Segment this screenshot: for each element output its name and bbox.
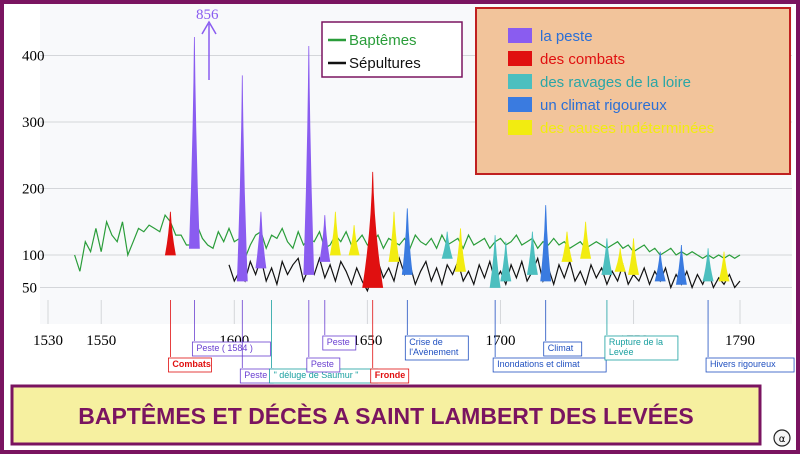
x-tick-label: 1530 <box>33 333 63 349</box>
annotation-label: Combats <box>172 359 211 369</box>
annotation-label: Climat <box>548 343 574 353</box>
event-spike-indetermine <box>614 248 626 272</box>
event-spike-climat <box>401 208 413 275</box>
event-spike-indetermine <box>580 221 592 259</box>
event-spikes <box>164 36 730 288</box>
annotation-box <box>404 335 469 361</box>
y-tick-label: 400 <box>22 49 45 65</box>
chart-title: BAPTÊMES ET DÉCÈS A SAINT LAMBERT DES LE… <box>78 402 694 429</box>
event-spike-combats <box>164 211 176 256</box>
annotation-box <box>604 335 679 361</box>
event-spike-indetermine <box>329 211 341 256</box>
event-spike-indetermine <box>628 238 639 275</box>
peak-arrow-head-icon <box>201 20 217 35</box>
series-legend: Baptêmes Sépultures <box>321 21 463 78</box>
cause-swatch-ravages <box>508 74 532 89</box>
annotation-box <box>191 341 271 357</box>
title-band: BAPTÊMES ET DÉCÈS A SAINT LAMBERT DES LE… <box>10 384 762 446</box>
logo-circle <box>773 429 791 447</box>
annotation-label: Inondations et climat <box>497 359 580 369</box>
legend-label-sep: Sépultures <box>349 55 421 72</box>
annotation-label: Peste <box>311 359 334 369</box>
y-tick-label: 50 <box>22 281 37 297</box>
event-spike-ravages <box>601 238 613 275</box>
x-tick-label: 1650 <box>352 333 382 349</box>
event-spike-combats <box>362 171 384 288</box>
event-spike-peste <box>255 211 267 269</box>
event-spike-ravages <box>526 231 538 275</box>
event-spike-indetermine <box>455 228 466 272</box>
annotation-label: Peste ( 1584 ) <box>196 343 253 353</box>
annotation-label: Fronde <box>375 370 406 380</box>
cause-swatch-indetermine <box>508 120 532 135</box>
annotation-box <box>705 357 795 373</box>
event-spike-indetermine <box>348 225 360 256</box>
event-spike-peste <box>303 45 315 275</box>
x-tick-label: 1700 <box>485 333 515 349</box>
event-spike-climat <box>675 244 687 285</box>
event-spike-climat <box>654 251 666 282</box>
y-tick-label: 200 <box>22 182 45 198</box>
y-tick-label: 100 <box>22 248 45 264</box>
legend-label-bapt: Baptêmes <box>349 32 417 49</box>
annotation-box <box>168 357 212 373</box>
annotation-label: Crise de <box>409 337 443 347</box>
event-spike-peste <box>236 75 248 282</box>
annotation-box <box>492 357 607 373</box>
x-tick-label: 1550 <box>86 333 116 349</box>
annotation-label: l'Avènement <box>409 347 459 357</box>
cause-label-indetermine: des causes indéterminées <box>540 120 714 137</box>
event-spike-ravages <box>489 235 501 288</box>
event-spike-peste <box>319 215 331 262</box>
event-spike-ravages <box>500 241 512 282</box>
cause-legend: la peste des combats des ravages de la loi… <box>475 7 791 175</box>
annotation-box <box>543 341 583 357</box>
cause-label-ravages: des ravages de la loire <box>540 74 691 91</box>
event-spike-indetermine <box>718 251 730 282</box>
annotation-box <box>370 368 410 384</box>
annotation-label: Hivers rigoureux <box>710 359 776 369</box>
peak-label: 856 <box>196 7 219 23</box>
title-box <box>10 384 762 446</box>
annotation-label: Peste <box>244 370 267 380</box>
cause-label-combats: des combats <box>540 51 625 68</box>
logo: α <box>773 429 791 447</box>
series-legend-box <box>321 21 463 78</box>
annotation-box <box>306 357 341 373</box>
annotation-label: Peste <box>327 337 350 347</box>
y-tick-label: 300 <box>22 115 45 131</box>
event-spike-ravages <box>702 248 714 282</box>
x-tick-label: 1790 <box>725 333 755 349</box>
event-spike-indetermine <box>561 231 573 262</box>
cause-label-peste: la peste <box>540 28 593 45</box>
cause-swatch-combats <box>508 51 532 66</box>
event-spike-ravages <box>441 231 453 259</box>
cause-swatch-peste <box>508 28 532 43</box>
annotation-label: " déluge de Saumur " <box>274 370 359 380</box>
cause-label-climat: un climat rigoureux <box>540 97 667 114</box>
event-spike-peste <box>188 36 200 249</box>
annotation-label: Rupture de la <box>609 337 663 347</box>
logo-text: α <box>779 434 786 445</box>
peak-marker: 856 <box>196 7 219 80</box>
annotation-box <box>322 335 357 351</box>
cause-swatch-climat <box>508 97 532 112</box>
event-spike-climat <box>540 205 552 282</box>
annotation-label: Levée <box>609 347 634 357</box>
event-spike-indetermine <box>388 211 400 262</box>
